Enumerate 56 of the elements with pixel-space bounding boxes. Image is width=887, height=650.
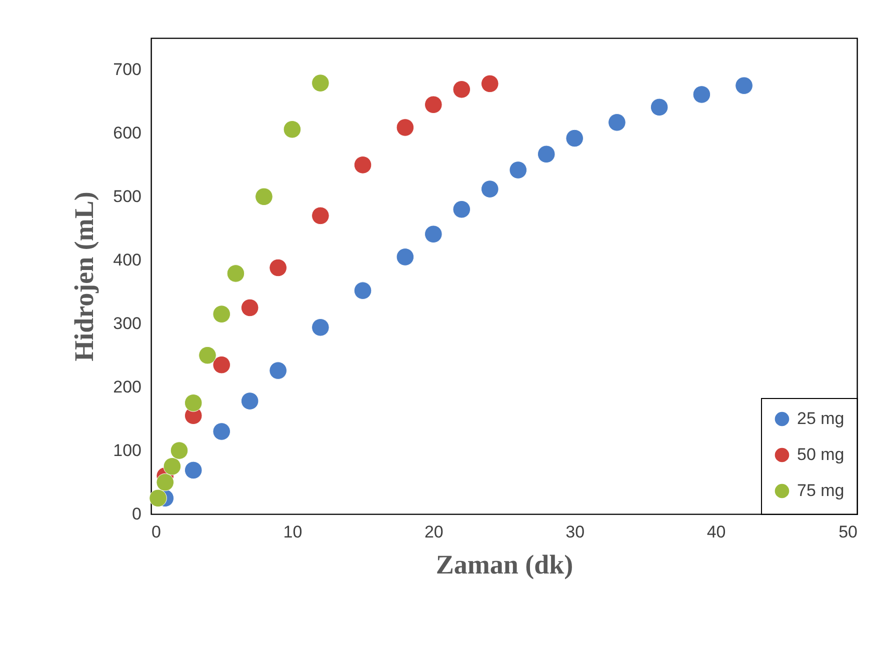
point xyxy=(283,120,302,138)
point xyxy=(735,76,753,94)
point xyxy=(396,248,414,266)
point xyxy=(480,74,499,93)
point xyxy=(452,200,471,218)
point xyxy=(226,264,245,282)
point xyxy=(424,96,442,114)
x-axis-title: Zaman (dk) xyxy=(436,550,574,580)
point xyxy=(212,356,231,374)
point xyxy=(269,362,287,380)
legend-label: 25 mg xyxy=(797,409,844,428)
x-tick-label: 20 xyxy=(424,522,444,542)
point xyxy=(198,346,216,364)
y-tick-label: 600 xyxy=(113,124,142,143)
x-tick-label: 30 xyxy=(566,522,585,542)
y-tick-label: 200 xyxy=(113,378,142,397)
point xyxy=(566,129,584,148)
point xyxy=(537,145,556,164)
point xyxy=(354,156,372,174)
x-tick-label: 40 xyxy=(706,522,726,542)
point xyxy=(240,298,259,317)
point xyxy=(184,394,202,412)
point xyxy=(312,74,330,92)
legend-label: 75 mg xyxy=(797,481,844,500)
point xyxy=(184,461,202,480)
y-tick-label: 500 xyxy=(113,187,142,206)
point xyxy=(163,458,182,476)
point xyxy=(255,188,273,206)
point xyxy=(240,392,259,410)
point xyxy=(212,422,231,440)
y-tick-label: 400 xyxy=(113,250,142,270)
y-tick-label: 300 xyxy=(113,314,142,334)
y-tick-label: 700 xyxy=(113,60,142,80)
x-tick-label: 0 xyxy=(152,522,161,542)
point xyxy=(170,442,188,460)
point xyxy=(212,305,231,323)
point xyxy=(424,225,442,244)
point xyxy=(608,114,626,132)
x-tick-label: 10 xyxy=(283,522,302,542)
y-tick-label: 100 xyxy=(113,441,142,460)
y-tick-label: 0 xyxy=(132,504,142,524)
point xyxy=(396,118,414,136)
point xyxy=(156,473,174,492)
point xyxy=(269,258,287,277)
x-tick-label: 50 xyxy=(838,522,858,542)
point xyxy=(312,318,330,336)
legend-label: 50 mg xyxy=(797,445,844,464)
point xyxy=(354,282,372,300)
point xyxy=(692,86,711,104)
point xyxy=(452,80,471,98)
point xyxy=(650,98,668,116)
point xyxy=(509,161,528,179)
y-axis-title: Hidrojen (mL) xyxy=(69,192,100,362)
point xyxy=(312,206,330,225)
point xyxy=(480,180,499,198)
point xyxy=(149,489,167,508)
